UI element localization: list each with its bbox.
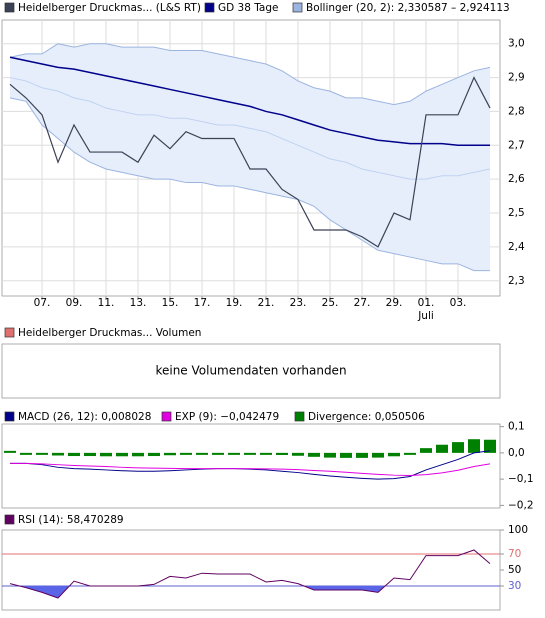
divergence-bar — [468, 439, 480, 453]
bollinger-lower — [9, 97, 490, 272]
legend-label: Heidelberger Druckmas... Volumen — [18, 327, 201, 339]
x-tick-label: 23. — [290, 297, 307, 309]
y-tick-label: 2,3 — [508, 275, 525, 287]
bollinger-upper — [9, 43, 491, 106]
y-tick-label: 0,0 — [508, 447, 525, 459]
x-tick-label: 17. — [194, 297, 211, 309]
divergence-bar — [20, 452, 32, 455]
divergence-bar — [356, 452, 368, 458]
divergence-bar — [68, 452, 80, 457]
bollinger-middle — [9, 77, 491, 180]
divergence-bar — [100, 452, 112, 457]
y-tick-label: 50 — [508, 564, 521, 576]
divergence-bar — [452, 442, 464, 453]
divergence-bar — [436, 444, 448, 453]
divergence-bar — [148, 452, 160, 457]
bollinger-band — [10, 43, 490, 271]
divergence-bar — [484, 439, 496, 453]
x-tick-label: 11. — [98, 297, 115, 309]
divergence-bar — [52, 452, 64, 456]
legend-swatch — [4, 411, 15, 422]
rsi-line — [9, 549, 491, 599]
x-tick-label: 07. — [34, 297, 51, 309]
divergence-bar — [420, 448, 432, 453]
y-tick-label: 100 — [508, 524, 528, 536]
x-tick-label: 09. — [66, 297, 83, 309]
legend-swatch — [4, 327, 15, 338]
divergence-bar — [180, 452, 192, 455]
divergence-bar — [36, 452, 48, 455]
divergence-bar — [84, 452, 96, 457]
y-tick-label: −0,1 — [508, 473, 534, 485]
divergence-bar — [372, 452, 384, 458]
y-tick-label: 2,7 — [508, 139, 525, 151]
x-tick-label: 15. — [162, 297, 179, 309]
divergence-bar — [244, 452, 256, 455]
legend-label: Bollinger (20, 2): 2,330587 – 2,924113 — [306, 2, 510, 14]
divergence-bar — [404, 452, 416, 455]
legend-swatch — [4, 2, 15, 13]
rsi-oversold-fill — [10, 586, 490, 598]
plot-frame — [1, 343, 501, 399]
y-tick-label: 2,5 — [508, 207, 525, 219]
legend-label: RSI (14): 58,470289 — [18, 514, 124, 526]
x-tick-label: 03. — [450, 297, 467, 309]
divergence-bar — [116, 452, 128, 457]
legend-swatch — [294, 411, 305, 422]
divergence-bar — [260, 452, 272, 455]
divergence-bar — [132, 452, 144, 457]
x-sub-label: Juli — [417, 310, 434, 322]
legend-label: MACD (26, 12): 0,008028 — [18, 411, 151, 423]
x-tick-label: 25. — [322, 297, 339, 309]
x-tick-label: 27. — [354, 297, 371, 309]
y-tick-label: 2,8 — [508, 105, 525, 117]
divergence-bar — [340, 452, 352, 458]
plot-frame — [1, 529, 501, 611]
empty-message: keine Volumendaten vorhanden — [155, 364, 346, 378]
divergence-bar — [164, 452, 176, 456]
macd-line — [10, 450, 491, 480]
divergence-bar — [212, 452, 224, 455]
divergence-bar — [276, 452, 288, 455]
x-tick-label: 21. — [258, 297, 275, 309]
divergence-bar — [4, 450, 16, 453]
price-line — [9, 76, 491, 248]
legend-swatch — [161, 411, 172, 422]
y-tick-label: 0,1 — [508, 421, 525, 433]
y-tick-label: 2,6 — [508, 173, 525, 185]
legend-label: Heidelberger Druckmas... (L&S RT) — [18, 2, 201, 14]
divergence-bar — [388, 452, 400, 457]
legend-swatch — [204, 2, 215, 13]
y-tick-label: 70 — [508, 548, 521, 560]
x-tick-label: 19. — [226, 297, 243, 309]
exp-line — [10, 462, 491, 476]
y-tick-label: −0,2 — [508, 499, 534, 511]
legend-swatch — [4, 514, 15, 525]
x-tick-label: 13. — [130, 297, 147, 309]
y-tick-label: 3,0 — [508, 38, 525, 50]
divergence-bar — [292, 452, 304, 456]
divergence-bar — [324, 452, 336, 458]
divergence-bar — [308, 452, 320, 457]
legend-label: GD 38 Tage — [218, 2, 279, 14]
divergence-bar — [228, 452, 240, 455]
legend-label: EXP (9): −0,042479 — [175, 411, 279, 423]
x-tick-label: 29. — [386, 297, 403, 309]
legend-swatch — [292, 2, 303, 13]
y-tick-label: 2,9 — [508, 72, 525, 84]
x-tick-label: 01. — [418, 297, 435, 309]
gd38-line — [9, 56, 490, 147]
y-tick-label: 2,4 — [508, 241, 525, 253]
legend-label: Divergence: 0,050506 — [308, 411, 425, 423]
y-tick-label: 30 — [508, 580, 521, 592]
divergence-bar — [196, 452, 208, 455]
